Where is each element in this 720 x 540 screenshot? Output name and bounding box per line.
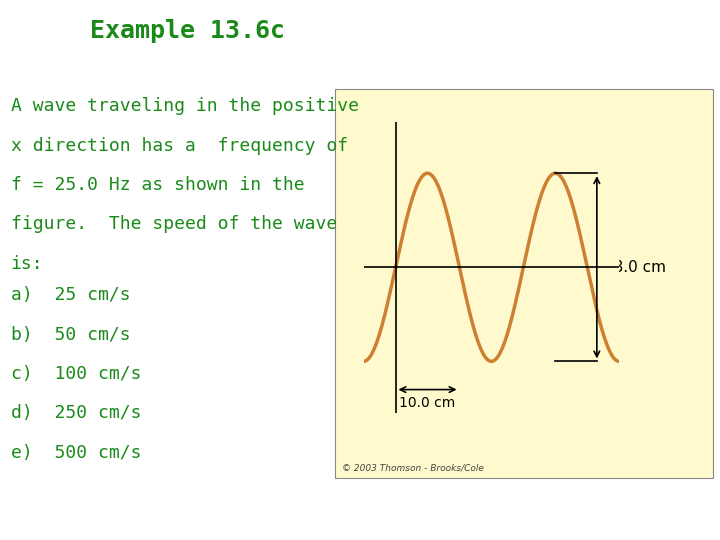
Text: d)  250 cm/s: d) 250 cm/s <box>11 404 141 422</box>
Text: c)  100 cm/s: c) 100 cm/s <box>11 365 141 383</box>
Text: © 2003 Thomson - Brooks/Cole: © 2003 Thomson - Brooks/Cole <box>342 463 484 472</box>
Text: 10.0 cm: 10.0 cm <box>400 396 456 410</box>
Text: e)  500 cm/s: e) 500 cm/s <box>11 444 141 462</box>
Text: A wave traveling in the positive: A wave traveling in the positive <box>11 97 359 115</box>
Bar <box>335 89 713 478</box>
Text: figure.  The speed of the wave: figure. The speed of the wave <box>11 215 337 233</box>
Text: f = 25.0 Hz as shown in the: f = 25.0 Hz as shown in the <box>11 176 305 194</box>
Text: x direction has a  frequency of: x direction has a frequency of <box>11 137 348 154</box>
Text: 18.0 cm: 18.0 cm <box>604 260 666 275</box>
Text: is:: is: <box>11 255 43 273</box>
Text: Example 13.6c: Example 13.6c <box>90 19 284 43</box>
Text: a)  25 cm/s: a) 25 cm/s <box>11 286 130 304</box>
Text: b)  50 cm/s: b) 50 cm/s <box>11 326 130 343</box>
